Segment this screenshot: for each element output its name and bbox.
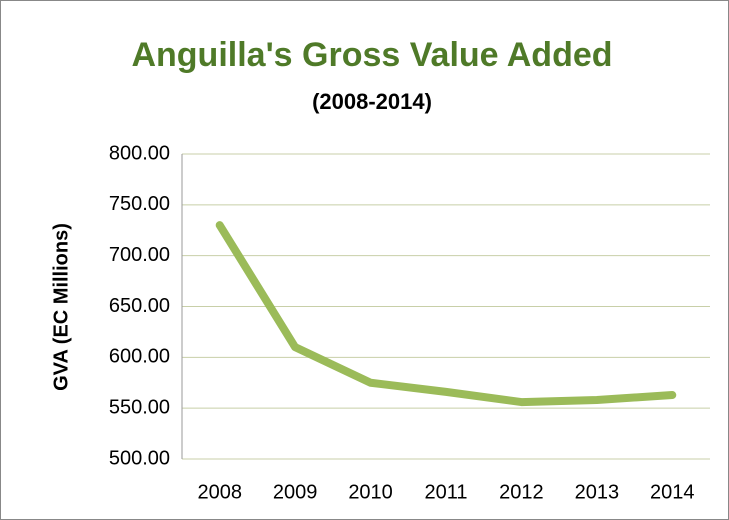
y-tick-label: 650.00	[109, 295, 170, 317]
y-tick-label: 550.00	[109, 396, 170, 418]
x-tick-label: 2011	[424, 481, 467, 503]
chart-title: Anguilla's Gross Value Added	[131, 36, 612, 74]
x-tick-label: 2010	[348, 481, 393, 503]
x-tick-label: 2012	[499, 481, 544, 503]
data-line	[215, 221, 677, 407]
x-tick-label: 2009	[273, 481, 318, 503]
y-tick-label: 750.00	[109, 193, 170, 215]
x-tick-label: 2013	[575, 481, 620, 503]
x-tick-label: 2014	[650, 481, 695, 503]
y-tick-label: 600.00	[109, 346, 170, 368]
x-tick-label: 2008	[197, 481, 242, 503]
y-tick-label: 800.00	[109, 142, 170, 164]
chart-subtitle: (2008-2014)	[312, 89, 432, 114]
y-axis-label: GVA (EC Millions)	[50, 223, 72, 391]
y-tick-label: 500.00	[109, 447, 170, 469]
y-tick-label: 700.00	[109, 244, 170, 266]
